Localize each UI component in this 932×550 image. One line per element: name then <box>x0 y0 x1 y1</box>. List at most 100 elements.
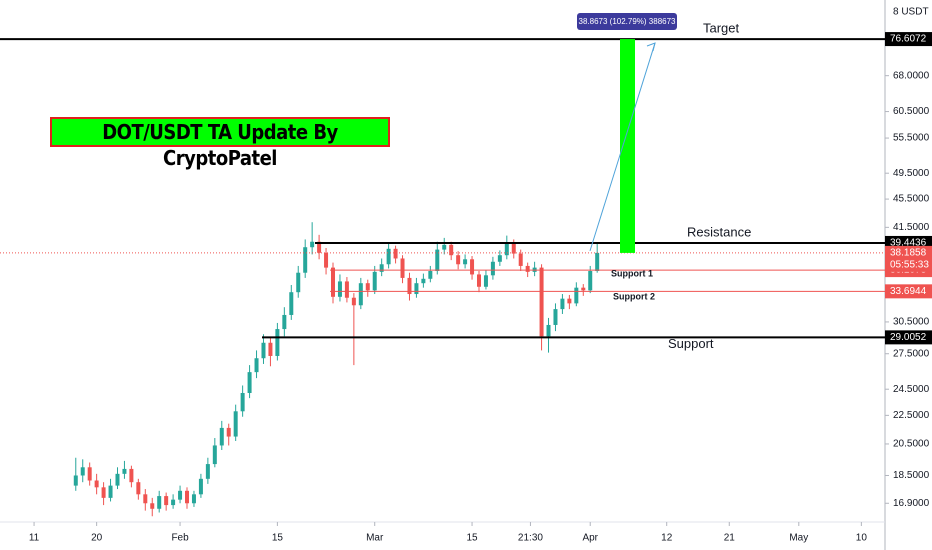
y-tick-label: 55.5000 <box>893 133 930 144</box>
y-tick-label: 18.5000 <box>893 470 930 481</box>
candle-body <box>400 258 405 278</box>
countdown-label: 05:55:33 <box>890 260 929 271</box>
candle-body <box>407 277 412 295</box>
candle-body <box>337 281 342 297</box>
projection-arrow-head <box>646 42 656 52</box>
measure-label: 38.8673 (102.79%) 388673 <box>579 17 677 26</box>
candle-body <box>476 274 481 287</box>
level-tag-label: 39.4436 <box>890 238 927 249</box>
measure-box <box>577 13 677 30</box>
candle-body <box>205 464 210 479</box>
level-label: Support <box>668 336 714 351</box>
candle-body <box>115 473 120 486</box>
candle-body <box>289 292 294 315</box>
candle-body <box>560 298 565 310</box>
x-tick-label: 20 <box>91 533 103 544</box>
candle-body <box>185 490 190 504</box>
x-tick-label: May <box>789 533 808 544</box>
y-tick-label: 41.5000 <box>893 222 930 233</box>
candle-body <box>379 264 384 272</box>
x-tick-label: 12 <box>661 533 673 544</box>
candle-body <box>94 480 99 488</box>
candle-body <box>136 482 141 495</box>
candle-body <box>171 499 176 506</box>
candle-body <box>421 278 426 284</box>
candle-body <box>80 467 85 476</box>
candle-body <box>101 487 106 498</box>
candle-body <box>463 259 468 265</box>
candle-body <box>157 496 162 509</box>
candle-body <box>518 253 523 266</box>
candle-body <box>428 271 433 279</box>
candle-body <box>261 342 266 359</box>
candle-body <box>386 248 391 265</box>
candle-body <box>553 309 558 325</box>
candle-body <box>233 411 238 437</box>
y-tick-label: 16.9000 <box>893 498 930 509</box>
candle-body <box>122 468 127 474</box>
candle-body <box>129 468 134 483</box>
level-tag <box>885 32 932 47</box>
candle-body <box>588 271 593 291</box>
candle-body <box>303 247 308 273</box>
candle-body <box>442 244 447 250</box>
candle-body <box>73 475 78 486</box>
candle-body <box>150 503 155 509</box>
x-tick-label: 11 <box>29 533 40 544</box>
candle-body <box>539 267 544 337</box>
candle-body <box>87 467 92 481</box>
candle-body <box>268 342 273 356</box>
x-tick-label: Mar <box>366 533 384 544</box>
candle-body <box>219 427 224 446</box>
x-tick-label: 10 <box>856 533 868 544</box>
x-tick-label: Feb <box>171 533 189 544</box>
chart-title: DOT/USDT TA Update By CryptoPatel <box>50 117 390 170</box>
candle-body <box>296 272 301 293</box>
candle-body <box>191 494 196 504</box>
candle-body <box>164 496 169 506</box>
candle-body <box>310 241 315 248</box>
candle-body <box>365 283 370 291</box>
projection-bar <box>620 39 635 253</box>
candle-body <box>108 485 113 498</box>
x-tick-label: 15 <box>272 533 284 544</box>
x-tick-label: 21:30 <box>518 533 543 544</box>
candle-body <box>574 287 579 304</box>
candle-body <box>275 329 280 356</box>
level-label: Resistance <box>687 224 751 239</box>
y-tick-label: 68.0000 <box>893 70 930 81</box>
candle-body <box>143 494 148 504</box>
currency-label: 8 USDT <box>893 7 929 18</box>
level-label: Support 1 <box>611 268 653 278</box>
candle-body <box>240 392 245 412</box>
y-tick-label: 24.5000 <box>893 384 930 395</box>
level-tag-label: 33.6944 <box>890 286 927 297</box>
level-label: Target <box>703 21 740 36</box>
candle-body <box>504 242 509 256</box>
level-tag-label: 29.0052 <box>890 332 927 343</box>
level-tag-label: 76.6072 <box>890 34 927 45</box>
candle-body <box>490 261 495 276</box>
last-price-label: 38.1858 <box>890 248 927 259</box>
candle-body <box>497 255 502 262</box>
candle-body <box>254 358 259 373</box>
level-tag <box>885 330 932 345</box>
y-tick-label: 22.5000 <box>893 410 930 421</box>
candle-body <box>351 297 356 306</box>
candle-body <box>282 314 287 330</box>
candle-body <box>449 244 454 256</box>
candle-body <box>546 324 551 337</box>
x-tick-label: Apr <box>582 533 598 544</box>
candle-body <box>358 283 363 306</box>
y-tick-label: 20.5000 <box>893 439 930 450</box>
candle-body <box>525 265 530 272</box>
y-tick-label: 45.5000 <box>893 194 930 205</box>
candle-body <box>212 445 217 465</box>
x-tick-label: 15 <box>466 533 478 544</box>
candle-body <box>456 255 461 265</box>
y-tick-label: 49.5000 <box>893 168 930 179</box>
y-tick-label: 60.5000 <box>893 106 930 117</box>
